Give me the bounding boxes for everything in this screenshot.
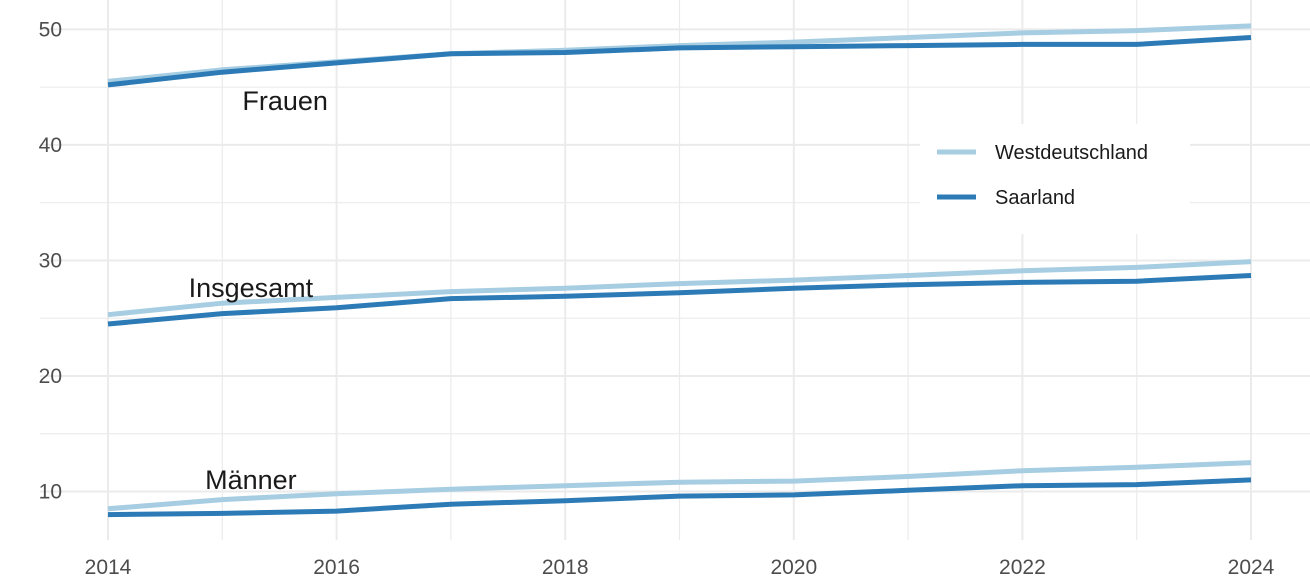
series-line-saarland-männer <box>107 477 1252 518</box>
x-tick-label: 2014 <box>85 556 132 579</box>
x-tick-label: 2016 <box>313 556 360 579</box>
y-tick-label: 40 <box>39 134 62 157</box>
y-tick-label: 10 <box>39 480 62 503</box>
x-tick-label: 2018 <box>542 556 589 579</box>
y-tick-label: 20 <box>39 365 62 388</box>
group-label: Insgesamt <box>189 273 314 303</box>
series-line-westdeutschland-männer <box>107 460 1252 512</box>
x-tick-label: 2022 <box>999 556 1046 579</box>
y-tick-label: 50 <box>39 18 62 41</box>
series-line-saarland-insgesamt <box>107 273 1252 327</box>
x-tick-label: 2020 <box>770 556 817 579</box>
legend-label: Saarland <box>995 187 1075 209</box>
axis-tick-labels: 10 20 30 40 50 2014 2016 2018 2020 2022 2024 <box>39 18 1275 579</box>
legend-label: Westdeutschland <box>995 142 1148 164</box>
series-lines <box>107 23 1252 518</box>
series-line-westdeutschland-insgesamt <box>107 259 1252 318</box>
y-tick-label: 30 <box>39 249 62 272</box>
legend-background <box>920 124 1190 234</box>
x-tick-label: 2024 <box>1228 556 1275 579</box>
group-labels: Frauen Insgesamt Männer <box>189 86 328 495</box>
legend: Westdeutschland Saarland <box>920 124 1190 234</box>
series-line-saarland-frauen <box>107 35 1252 88</box>
group-label: Frauen <box>242 86 328 116</box>
group-label: Männer <box>205 465 297 495</box>
